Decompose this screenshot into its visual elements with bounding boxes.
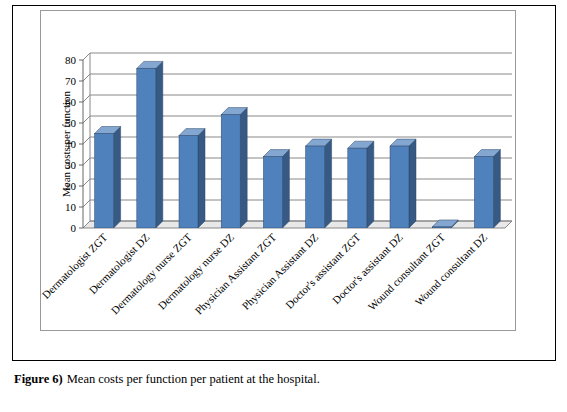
y-tick-label: 10 bbox=[65, 201, 77, 213]
caption: Figure 6) Mean costs per function per pat… bbox=[14, 372, 320, 386]
bar bbox=[179, 136, 198, 228]
y-axis bbox=[83, 60, 84, 228]
bar bbox=[95, 134, 114, 229]
bars bbox=[95, 61, 501, 228]
bar-top bbox=[348, 141, 374, 148]
x-tick-label: Wound consultant ZGT bbox=[365, 231, 447, 313]
bar-side bbox=[367, 141, 374, 228]
bar-side bbox=[325, 139, 332, 228]
y-tick-label: 0 bbox=[71, 222, 77, 234]
chart-frame bbox=[41, 11, 516, 331]
bar-top bbox=[179, 129, 205, 136]
tick-mark bbox=[79, 102, 83, 103]
y-tick-label: 70 bbox=[65, 75, 77, 87]
y-tick-label: 80 bbox=[65, 54, 77, 66]
caption-label: Figure 6) bbox=[14, 372, 63, 386]
tick-mark bbox=[79, 186, 83, 187]
bar-top bbox=[474, 150, 500, 157]
bar-side bbox=[114, 127, 121, 229]
tick-mark bbox=[79, 207, 83, 208]
bar bbox=[221, 115, 240, 228]
caption-text: Mean costs per function per patient at t… bbox=[67, 372, 320, 386]
x-tick-label: Doctor's assistant DZ bbox=[330, 231, 405, 306]
x-tick-label: Dermatology nurse ZGT bbox=[109, 231, 195, 317]
bar-top bbox=[432, 220, 458, 227]
tick-mark bbox=[79, 144, 83, 145]
tick-mark bbox=[79, 123, 83, 124]
bar-top bbox=[390, 139, 416, 146]
x-tick-label: Wound consultant DZ bbox=[412, 231, 489, 308]
bar-top bbox=[306, 139, 332, 146]
bar-top bbox=[221, 108, 247, 115]
bar-side bbox=[240, 108, 247, 228]
bar-side bbox=[198, 129, 205, 228]
tick-mark bbox=[79, 81, 83, 82]
bar bbox=[263, 157, 282, 228]
y-axis-label: Mean costs per function bbox=[60, 91, 72, 197]
x-tick-label: Doctor's assistant ZGT bbox=[283, 231, 363, 311]
x-tick-label: Dermatology nurse DZ bbox=[155, 231, 236, 312]
bar bbox=[432, 227, 451, 228]
bar bbox=[137, 68, 156, 228]
tick-mark bbox=[79, 165, 83, 166]
x-tick-label: Physician Assistant DZ bbox=[239, 231, 320, 312]
bar-side bbox=[282, 150, 289, 228]
bar bbox=[306, 146, 325, 228]
bar-side bbox=[409, 139, 416, 228]
tick-mark bbox=[79, 228, 83, 229]
bar-side bbox=[493, 150, 500, 228]
bar-top bbox=[137, 61, 163, 68]
grid-line bbox=[83, 53, 512, 60]
bar-top bbox=[95, 127, 121, 134]
x-tick-label: Physician Assistant ZGT bbox=[192, 231, 278, 317]
tick-mark bbox=[79, 60, 83, 61]
bar bbox=[474, 157, 493, 228]
bar bbox=[348, 148, 367, 228]
bar bbox=[390, 146, 409, 228]
chart-svg: 01020304050607080Mean costs per function… bbox=[0, 0, 567, 412]
bar-side bbox=[156, 61, 163, 228]
bar-top bbox=[263, 150, 289, 157]
figure-frame bbox=[13, 6, 556, 361]
